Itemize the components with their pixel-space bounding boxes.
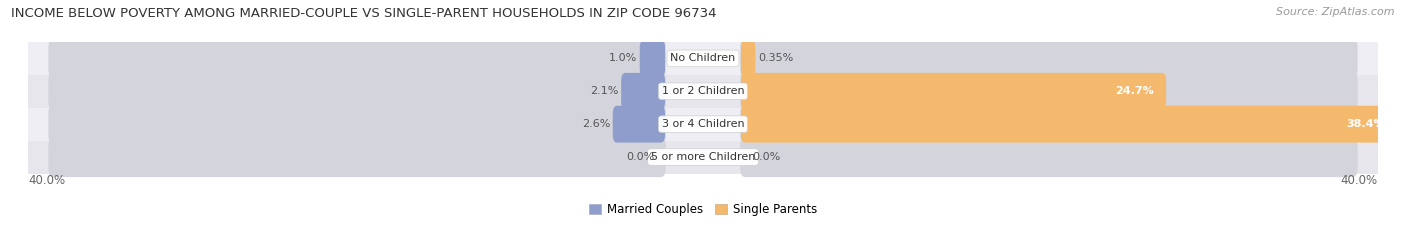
FancyBboxPatch shape	[741, 40, 755, 77]
FancyBboxPatch shape	[48, 104, 666, 144]
Text: 0.0%: 0.0%	[752, 152, 780, 162]
Text: 1 or 2 Children: 1 or 2 Children	[662, 86, 744, 96]
FancyBboxPatch shape	[740, 71, 1358, 111]
Text: 24.7%: 24.7%	[1115, 86, 1153, 96]
FancyBboxPatch shape	[741, 73, 1166, 110]
Text: 40.0%: 40.0%	[28, 174, 65, 187]
Bar	[28, 141, 1378, 174]
FancyBboxPatch shape	[613, 106, 665, 143]
Text: 1.0%: 1.0%	[609, 53, 637, 63]
Text: 2.6%: 2.6%	[582, 119, 610, 129]
Bar	[28, 75, 1378, 108]
Text: 5 or more Children: 5 or more Children	[651, 152, 755, 162]
FancyBboxPatch shape	[48, 71, 666, 111]
Text: Source: ZipAtlas.com: Source: ZipAtlas.com	[1277, 7, 1395, 17]
FancyBboxPatch shape	[640, 40, 665, 77]
Text: 3 or 4 Children: 3 or 4 Children	[662, 119, 744, 129]
FancyBboxPatch shape	[740, 137, 1358, 177]
Text: 2.1%: 2.1%	[591, 86, 619, 96]
FancyBboxPatch shape	[740, 104, 1358, 144]
Text: INCOME BELOW POVERTY AMONG MARRIED-COUPLE VS SINGLE-PARENT HOUSEHOLDS IN ZIP COD: INCOME BELOW POVERTY AMONG MARRIED-COUPL…	[11, 7, 717, 20]
FancyBboxPatch shape	[740, 38, 1358, 79]
FancyBboxPatch shape	[48, 38, 666, 79]
FancyBboxPatch shape	[621, 73, 665, 110]
FancyBboxPatch shape	[48, 137, 666, 177]
Legend: Married Couples, Single Parents: Married Couples, Single Parents	[585, 198, 821, 221]
FancyBboxPatch shape	[741, 106, 1398, 143]
Bar	[28, 108, 1378, 141]
Bar	[28, 42, 1378, 75]
Text: No Children: No Children	[671, 53, 735, 63]
Text: 40.0%: 40.0%	[1341, 174, 1378, 187]
Text: 0.0%: 0.0%	[626, 152, 654, 162]
Text: 38.4%: 38.4%	[1346, 119, 1385, 129]
Text: 0.35%: 0.35%	[758, 53, 793, 63]
